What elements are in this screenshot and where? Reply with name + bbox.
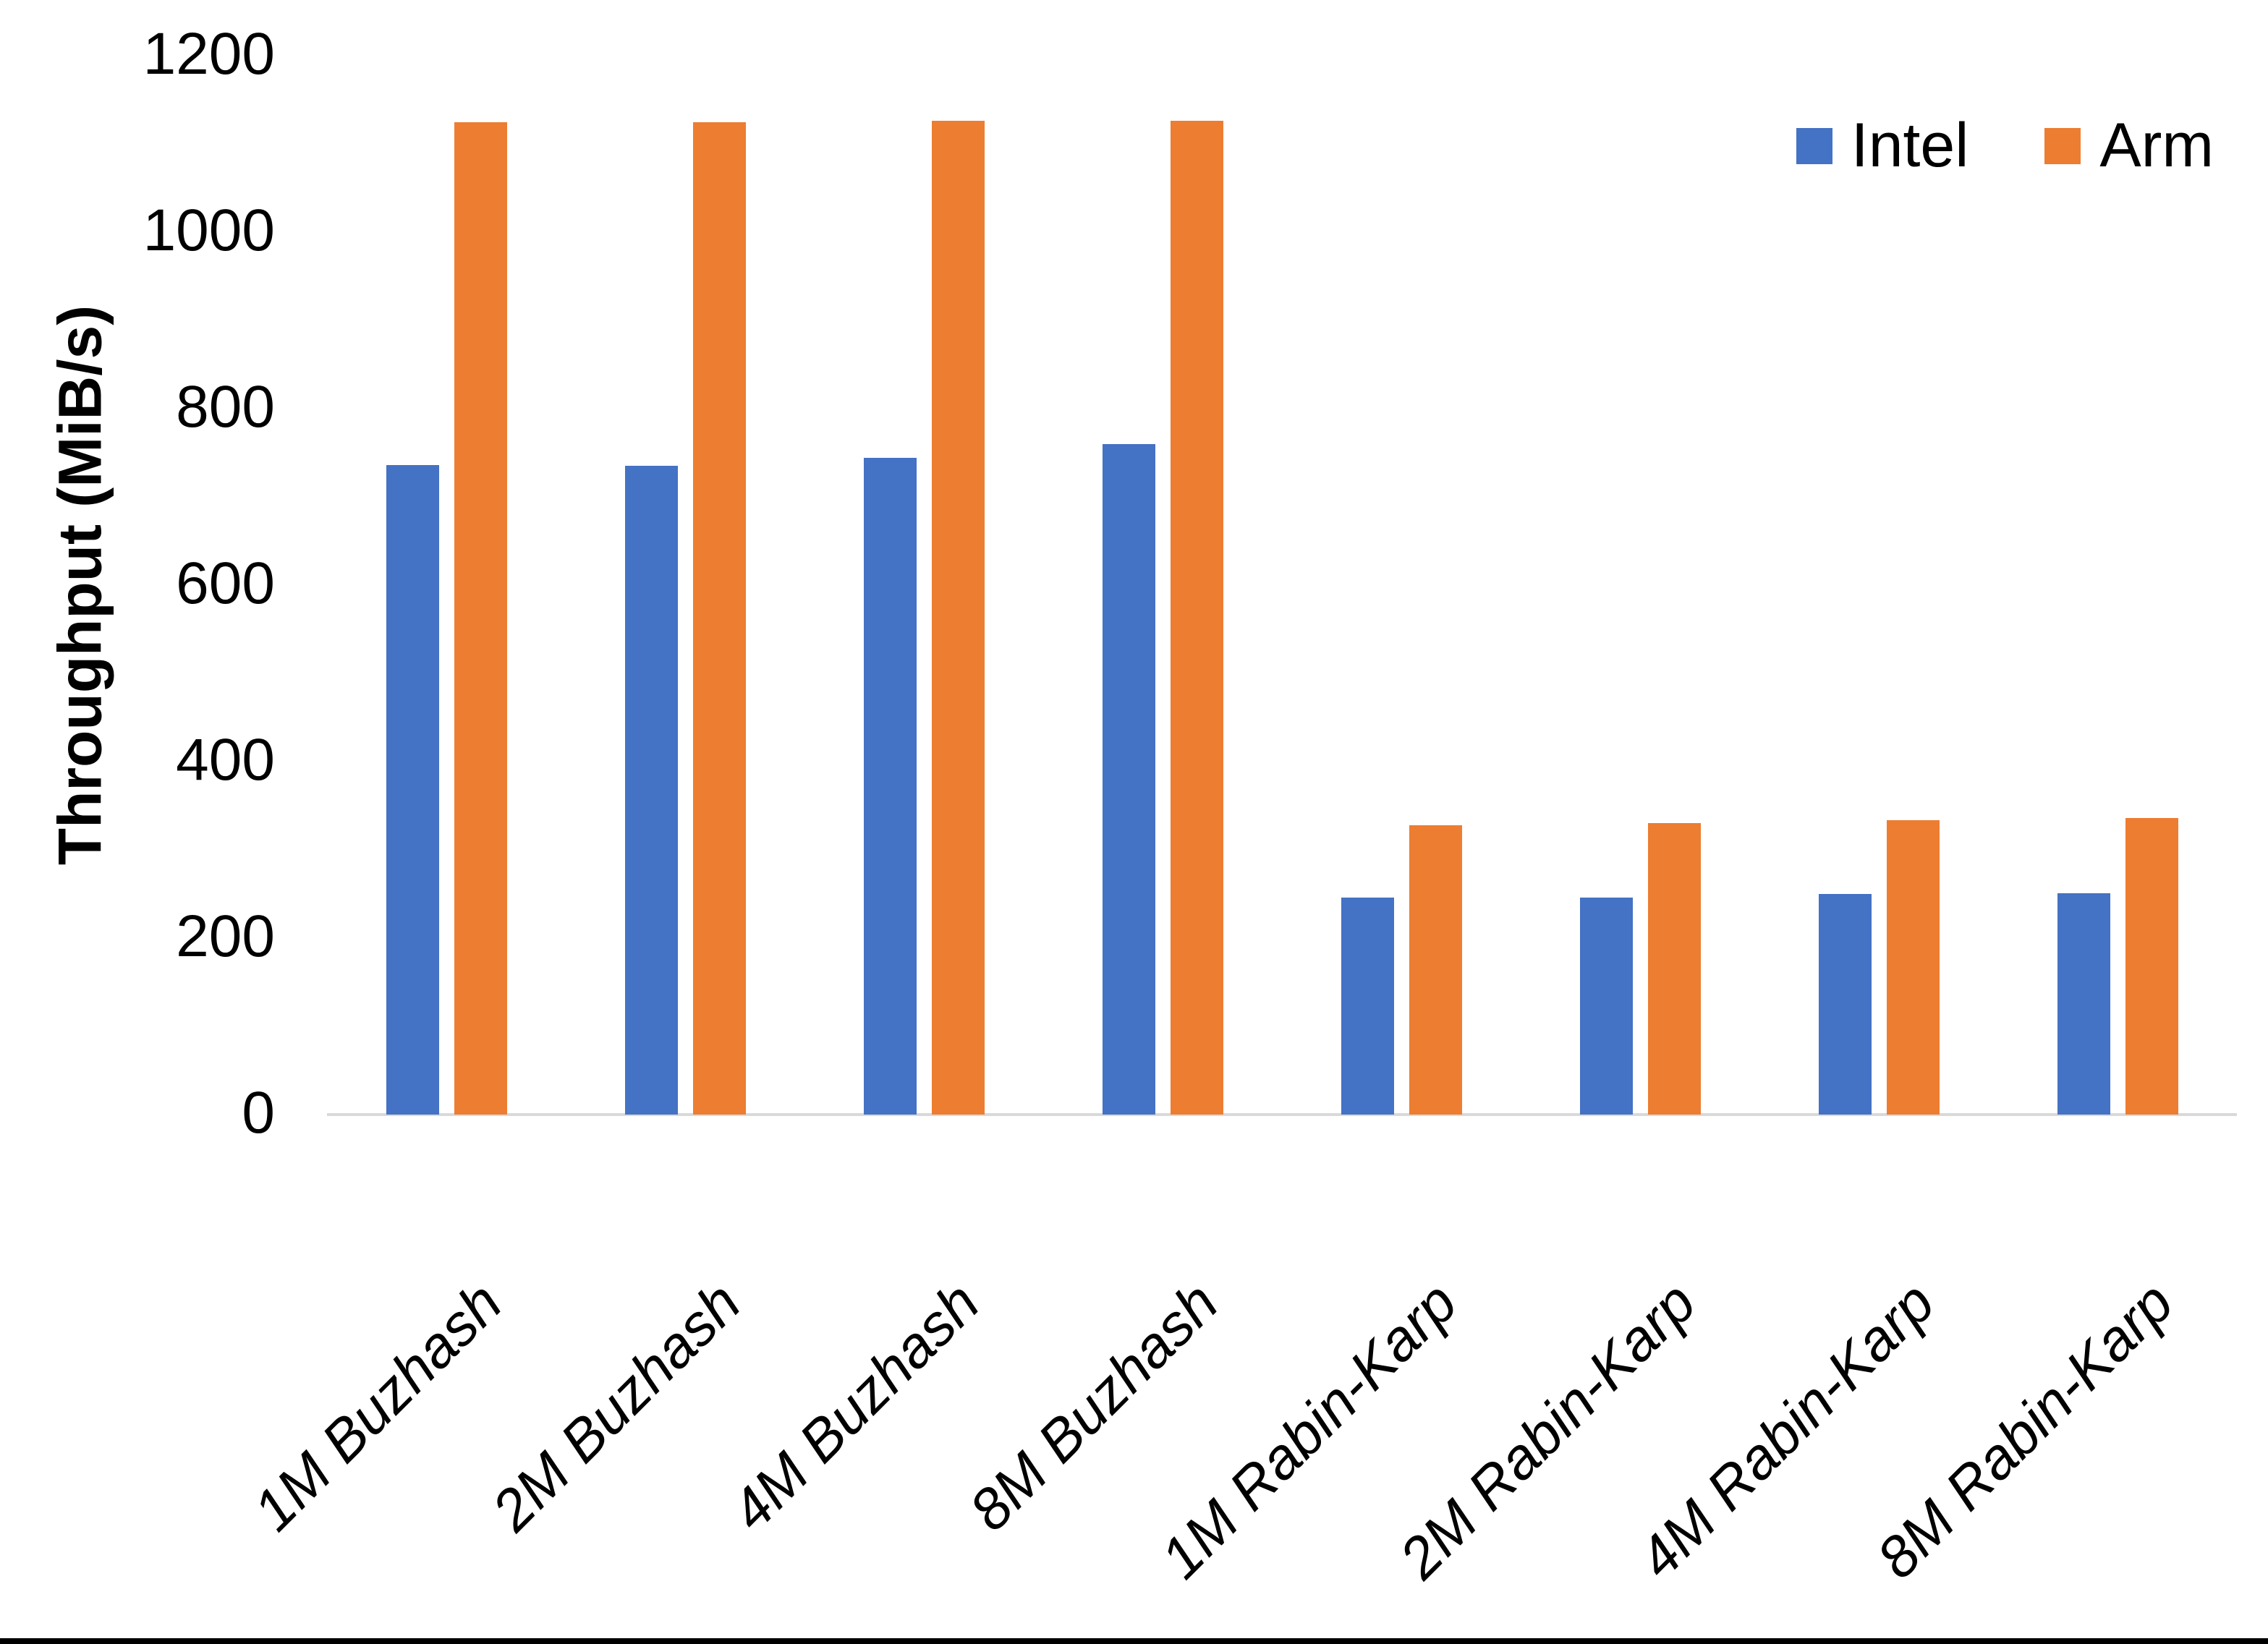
x-axis-category-label: 1M Buzhash bbox=[241, 1269, 514, 1543]
y-axis-tick-label: 400 bbox=[176, 727, 275, 793]
x-axis-line bbox=[327, 1113, 2237, 1116]
bar-intel-2m-rabin-karp bbox=[1579, 897, 1633, 1115]
y-axis-tick-label: 1200 bbox=[143, 21, 275, 88]
legend-label-arm: Arm bbox=[2099, 111, 2214, 180]
legend-item-intel: Intel bbox=[1796, 110, 1969, 182]
y-axis-title: Throughput (MiB/s) bbox=[46, 304, 114, 866]
x-axis-category-label: 4M Buzhash bbox=[718, 1269, 992, 1543]
bar-arm-4m-rabin-karp bbox=[1886, 819, 1940, 1115]
legend-label-intel: Intel bbox=[1851, 111, 1969, 180]
y-axis-tick-label: 800 bbox=[176, 374, 275, 440]
bar-arm-4m-buzhash bbox=[931, 121, 985, 1115]
bar-intel-2m-buzhash bbox=[624, 466, 678, 1115]
bar-intel-4m-buzhash bbox=[863, 458, 917, 1115]
y-axis-tick-label: 1000 bbox=[143, 197, 275, 264]
bar-arm-2m-buzhash bbox=[692, 122, 746, 1115]
legend-swatch-arm bbox=[2044, 127, 2081, 164]
bar-arm-1m-buzhash bbox=[454, 122, 507, 1115]
bar-arm-8m-rabin-karp bbox=[2125, 818, 2178, 1115]
legend-item-arm: Arm bbox=[2044, 110, 2214, 182]
bar-intel-1m-buzhash bbox=[386, 465, 439, 1115]
bar-arm-1m-rabin-karp bbox=[1409, 825, 1462, 1115]
y-axis-tick-label: 600 bbox=[176, 550, 275, 617]
bar-intel-8m-rabin-karp bbox=[2057, 893, 2110, 1115]
legend: Intel Arm bbox=[1796, 110, 2214, 182]
bar-intel-8m-buzhash bbox=[1102, 443, 1155, 1115]
y-axis-tick-label: 200 bbox=[176, 903, 275, 970]
bar-intel-1m-rabin-karp bbox=[1341, 897, 1394, 1115]
y-axis-tick-label: 0 bbox=[242, 1080, 275, 1146]
bottom-border bbox=[0, 1638, 2268, 1644]
x-axis-category-label: 2M Buzhash bbox=[480, 1269, 753, 1543]
legend-swatch-intel bbox=[1796, 127, 1832, 164]
bar-arm-8m-buzhash bbox=[1170, 121, 1223, 1115]
bar-intel-4m-rabin-karp bbox=[1818, 894, 1872, 1115]
bar-arm-2m-rabin-karp bbox=[1647, 823, 1701, 1115]
